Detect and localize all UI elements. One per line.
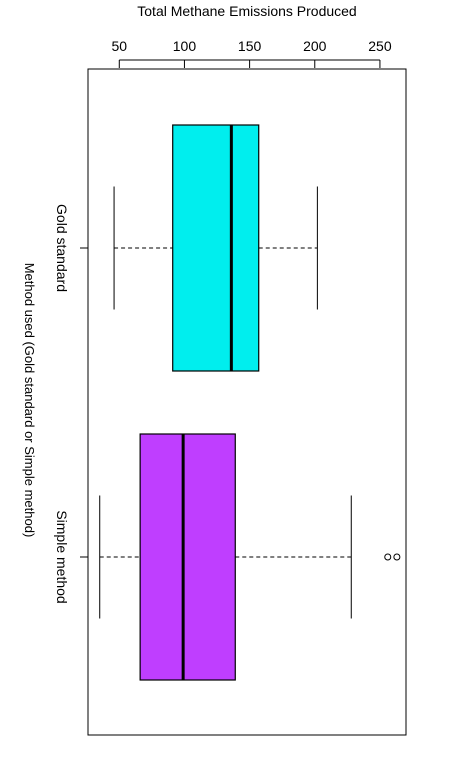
x-tick-label: 250 <box>368 38 392 54</box>
plot-frame <box>87 68 407 736</box>
y-axis: Gold standard Simple method <box>54 204 88 604</box>
x-tick-label: 50 <box>111 38 127 54</box>
box-iqr <box>139 433 236 681</box>
box-simple-method <box>99 433 401 681</box>
y-tick-label: Simple method <box>54 510 70 603</box>
box-group <box>99 124 401 681</box>
y-tick-label: Gold standard <box>54 204 70 292</box>
outlier-point <box>384 553 392 561</box>
x-tick-label: 150 <box>238 38 262 54</box>
x-tick-label: 200 <box>303 38 327 54</box>
box-gold-standard <box>113 124 318 372</box>
y-axis-title: Method used (Gold standard or Simple met… <box>22 263 37 538</box>
box-iqr <box>172 124 260 372</box>
outlier-point <box>393 553 401 561</box>
x-axis-title: Total Methane Emissions Produced <box>137 3 356 19</box>
x-tick-label: 100 <box>173 38 197 54</box>
x-axis: 50 100 150 200 250 <box>111 38 392 68</box>
